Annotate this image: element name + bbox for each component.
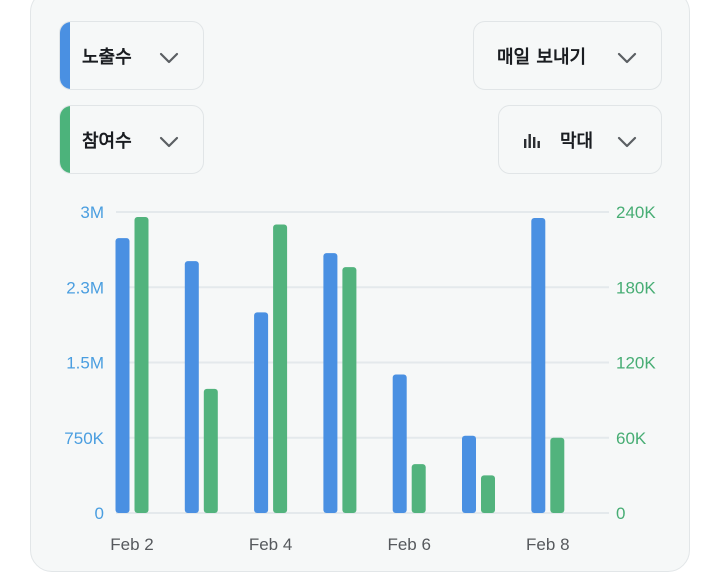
frequency-dropdown[interactable]: 매일 보내기: [473, 21, 662, 90]
bar-impressions[interactable]: [184, 261, 199, 513]
metric2-label: 참여수: [82, 131, 132, 152]
metric2-dropdown[interactable]: 참여수: [59, 105, 204, 174]
x-axis: Feb 2 Feb 4 Feb 6 Feb 8: [110, 535, 569, 554]
bars: [115, 217, 565, 513]
bar-engagements[interactable]: [273, 224, 288, 513]
metric1-dropdown[interactable]: 노출수: [59, 21, 204, 90]
right-axis: 0 60K 120K 180K 240K: [616, 203, 656, 523]
x-tick-label: Feb 2: [110, 535, 153, 554]
chart-type-label: 막대: [560, 131, 594, 152]
right-tick-label: 0: [616, 504, 625, 523]
bar-impressions[interactable]: [531, 218, 546, 513]
right-tick-label: 60K: [616, 429, 647, 448]
frequency-label: 매일 보내기: [497, 47, 587, 68]
bar-impressions[interactable]: [115, 238, 130, 513]
chart-card: 노출수 매일 보내기 참여수 막대: [30, 0, 690, 572]
bar-engagements[interactable]: [481, 475, 495, 513]
bar-engagements[interactable]: [550, 437, 565, 513]
bar-impressions[interactable]: [254, 312, 269, 513]
bar-engagements[interactable]: [134, 217, 149, 513]
chevron-down-icon: [159, 136, 179, 148]
left-tick-label: 2.3M: [66, 278, 104, 297]
metric2-color-swatch: [60, 106, 70, 173]
bar-impressions[interactable]: [323, 253, 338, 513]
bar-engagements[interactable]: [203, 388, 218, 513]
left-tick-label: 750K: [64, 429, 104, 448]
bar-chart-icon: [523, 132, 541, 153]
left-tick-label: 0: [95, 504, 104, 523]
chevron-down-icon: [617, 136, 637, 148]
chevron-down-icon: [159, 52, 179, 64]
right-tick-label: 240K: [616, 203, 656, 222]
chevron-down-icon: [617, 52, 637, 64]
metric1-label: 노출수: [82, 47, 132, 68]
bar-engagements[interactable]: [342, 267, 357, 513]
x-tick-label: Feb 8: [526, 535, 569, 554]
bar-impressions[interactable]: [462, 435, 476, 513]
metric1-color-swatch: [60, 22, 70, 89]
left-tick-label: 3M: [80, 203, 104, 222]
x-tick-label: Feb 6: [387, 535, 430, 554]
right-tick-label: 180K: [616, 278, 656, 297]
right-tick-label: 120K: [616, 354, 656, 373]
bar-engagements[interactable]: [411, 464, 426, 513]
left-axis: 0 750K 1.5M 2.3M 3M: [64, 203, 104, 523]
x-tick-label: Feb 4: [249, 535, 292, 554]
chart-type-dropdown[interactable]: 막대: [498, 105, 662, 174]
bar-impressions[interactable]: [392, 374, 407, 513]
left-tick-label: 1.5M: [66, 354, 104, 373]
